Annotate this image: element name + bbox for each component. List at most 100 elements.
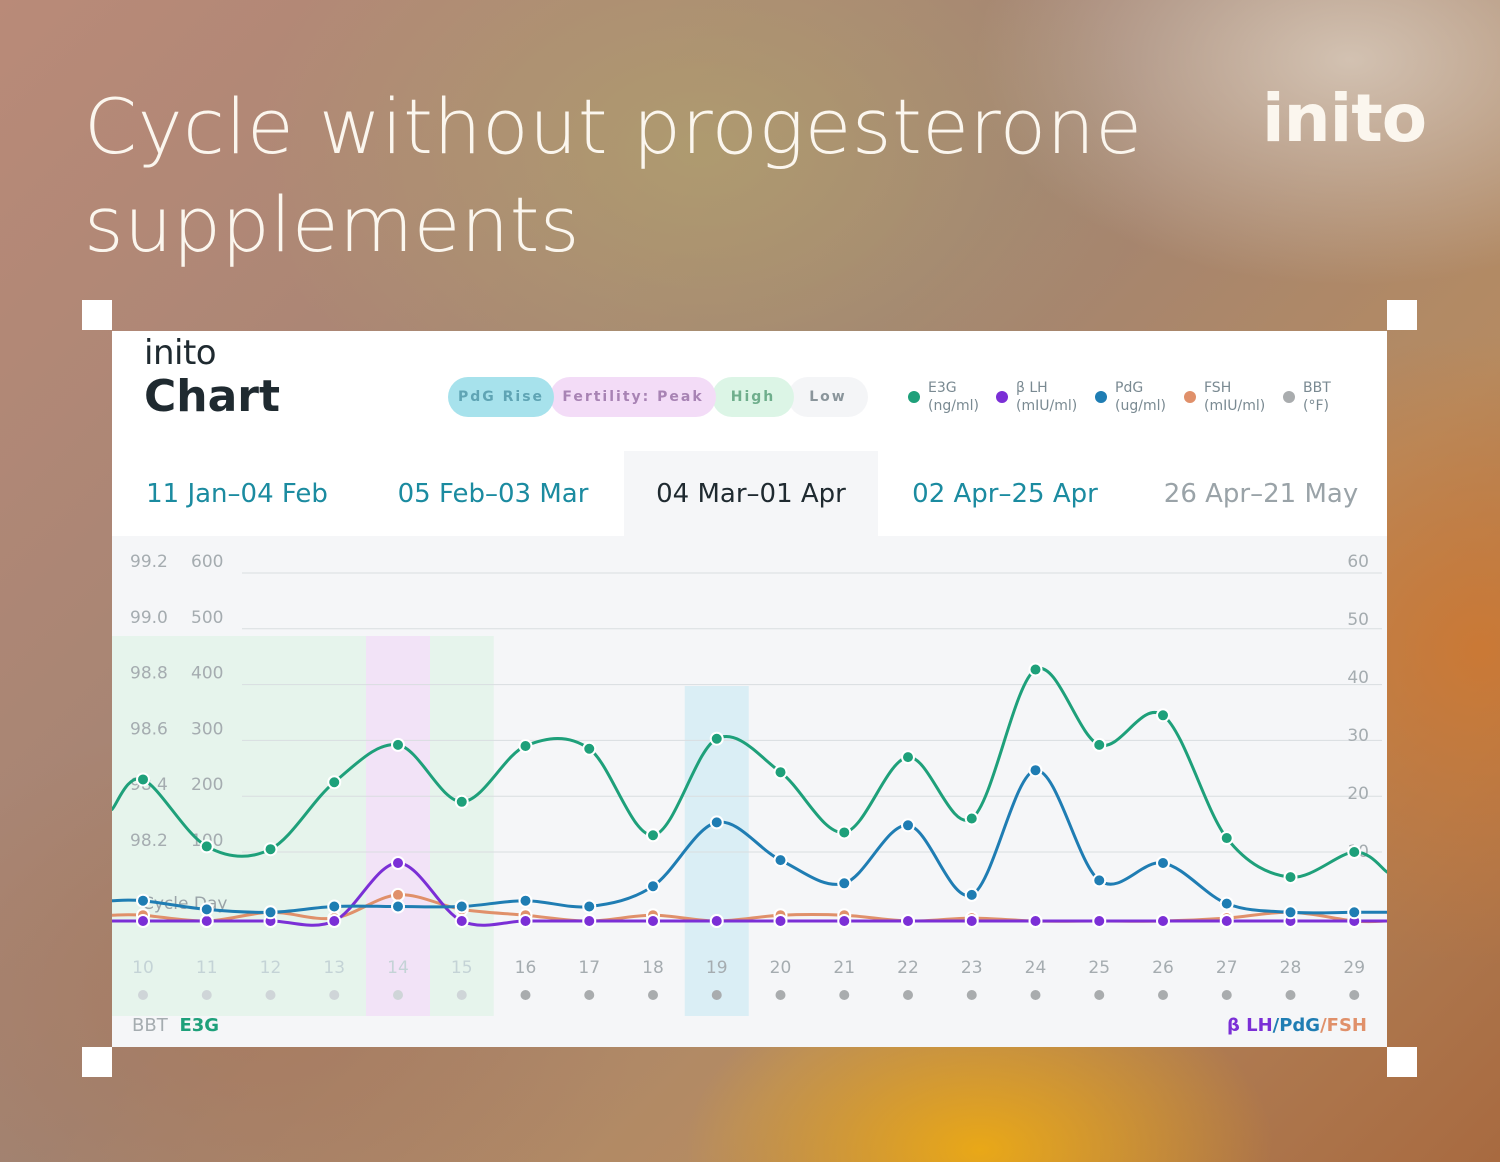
bbt-tick-label: 98.6: [130, 719, 168, 739]
right-axis-key-sep-1: /: [1272, 1015, 1280, 1036]
e3g-point: [391, 737, 405, 752]
e3g-point: [1092, 737, 1107, 752]
right-tick-label: 50: [1347, 610, 1369, 630]
legend-dot-lh: [996, 391, 1008, 403]
bbt-point: [1094, 990, 1105, 1000]
pdg-point: [582, 899, 597, 914]
right-axis-key-fsh: FSH: [1326, 1015, 1367, 1036]
chart-card: inito Chart PdG Rise Fertility: Peak Hig…: [112, 331, 1387, 1047]
x-tick-label: 27: [1216, 958, 1238, 978]
legend-dot-e3g: [908, 391, 920, 403]
x-tick-label: 23: [961, 958, 983, 978]
tab-cycle-5[interactable]: 26 Apr–21 May: [1163, 479, 1359, 509]
bbt-point: [1221, 990, 1232, 1000]
lh-line: [112, 861, 1387, 927]
e3g-point: [1347, 845, 1362, 859]
pill-high[interactable]: High: [712, 377, 794, 417]
left-axis-key-bbt: BBT: [132, 1015, 168, 1036]
hormone-chart: 98.210098.420098.630098.840099.050099.26…: [112, 552, 1387, 1016]
legend-unit-e3g: (ng/ml): [928, 398, 979, 414]
lh-point: [199, 914, 214, 928]
x-tick-label: 25: [1088, 958, 1110, 978]
legend-label-pdg: PdG: [1115, 380, 1144, 396]
legend-item-fsh: FSH (mIU/ml): [1184, 379, 1265, 415]
bbt-tick-label: 99.2: [130, 552, 168, 572]
legend-dot-pdg: [1095, 391, 1107, 403]
x-tick-label: 13: [323, 958, 345, 978]
lh-point: [1219, 914, 1234, 928]
pdg-point: [1219, 896, 1234, 911]
legend-item-e3g: E3G (ng/ml): [908, 379, 979, 415]
e3g-point: [837, 825, 852, 840]
pill-pdg-rise[interactable]: PdG Rise: [448, 377, 554, 417]
left-axis-key: BBT E3G: [132, 1015, 219, 1036]
pdg-point: [1347, 905, 1362, 920]
x-tick-label: 18: [642, 958, 664, 978]
x-tick-label: 22: [897, 958, 919, 978]
e3g-tick-label: 200: [191, 775, 223, 795]
pdg-point: [646, 879, 660, 894]
fsh-point: [391, 887, 405, 902]
lh-point: [709, 914, 724, 928]
crop-handle-top-left[interactable]: [82, 300, 112, 330]
high-fertility-band: [302, 636, 367, 1016]
bbt-point: [648, 990, 658, 1000]
tab-cycle-3[interactable]: 04 Mar–01 Apr: [624, 451, 878, 537]
x-tick-label: 24: [1025, 958, 1047, 978]
x-tick-label: 16: [515, 958, 537, 978]
crop-handle-bottom-left[interactable]: [82, 1047, 112, 1077]
pdg-point: [327, 899, 342, 914]
pill-fertility-peak[interactable]: Fertility: Peak: [550, 377, 716, 417]
e3g-point: [582, 741, 597, 756]
peak-fertility-band: [366, 636, 430, 1016]
legend-label-bbt: BBT: [1303, 380, 1331, 396]
legend-dot-fsh: [1184, 391, 1196, 403]
x-tick-label: 15: [451, 958, 473, 978]
crop-handle-bottom-right[interactable]: [1387, 1047, 1417, 1077]
bbt-tick-label: 98.8: [130, 664, 168, 684]
pdg-point: [263, 905, 278, 920]
bbt-tick-label: 98.2: [130, 831, 168, 851]
crop-handle-top-right[interactable]: [1387, 300, 1417, 330]
e3g-point: [709, 731, 724, 746]
cycle-tabs: 11 Jan–04 Feb 05 Feb–03 Mar 04 Mar–01 Ap…: [112, 451, 1387, 537]
bbt-point: [584, 990, 595, 1000]
lh-point: [391, 856, 405, 870]
x-tick-label: 26: [1152, 958, 1174, 978]
lh-point: [1028, 914, 1043, 928]
right-axis-key-sep-2: /: [1320, 1015, 1327, 1036]
legend-label-e3g: E3G: [928, 380, 957, 396]
lh-point: [327, 914, 342, 928]
bbt-point: [1285, 990, 1296, 1000]
pdg-point: [391, 899, 405, 914]
bbt-point: [903, 990, 913, 1000]
e3g-point: [263, 842, 278, 857]
tab-cycle-1[interactable]: 11 Jan–04 Feb: [146, 479, 328, 509]
bbt-point: [520, 990, 531, 1000]
high-fertility-band: [112, 636, 175, 1016]
bbt-point: [456, 990, 467, 1000]
lh-point: [136, 914, 150, 928]
tab-cycle-2[interactable]: 05 Feb–03 Mar: [397, 479, 589, 509]
e3g-point: [1219, 831, 1234, 846]
bbt-tick-label: 99.0: [130, 608, 168, 628]
left-axis-key-e3g: E3G: [179, 1015, 220, 1036]
pdg-point: [1092, 873, 1107, 888]
lh-point: [837, 914, 852, 928]
lh-point: [646, 914, 660, 928]
e3g-point: [136, 772, 150, 787]
right-tick-label: 60: [1347, 552, 1369, 572]
x-tick-label: 10: [132, 958, 154, 978]
e3g-tick-label: 400: [191, 664, 223, 684]
e3g-point: [901, 750, 915, 765]
pill-low[interactable]: Low: [788, 377, 868, 417]
x-tick-label: 14: [387, 958, 409, 978]
lh-point: [454, 914, 469, 928]
pdg-point: [709, 815, 724, 830]
tab-cycle-4[interactable]: 02 Apr–25 Apr: [912, 479, 1098, 509]
pdg-point: [901, 818, 915, 833]
right-axis-key-pdg: PdG: [1279, 1015, 1321, 1036]
legend-item-bbt: BBT (°F): [1283, 379, 1331, 415]
pdg-point: [199, 902, 214, 917]
card-title: Chart: [144, 371, 281, 422]
